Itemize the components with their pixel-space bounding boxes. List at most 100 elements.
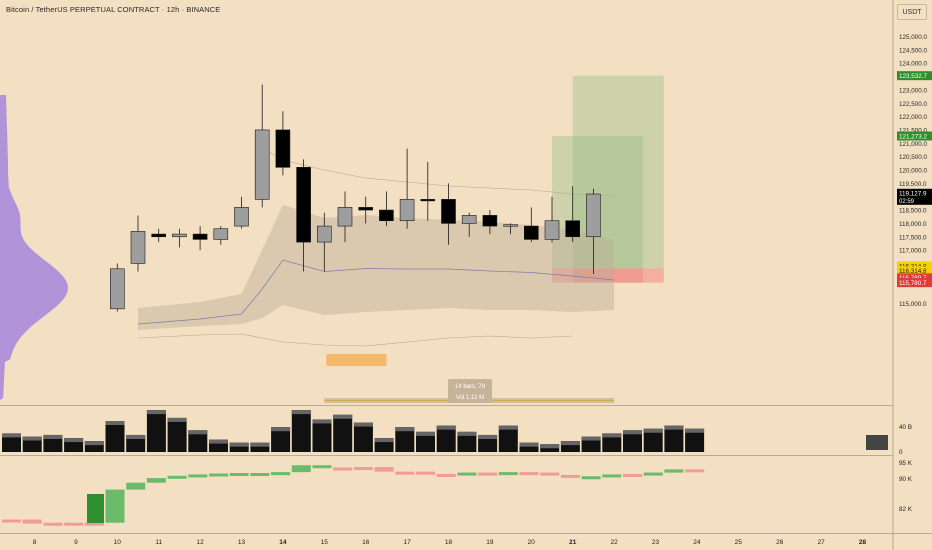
time-tick-label: 21	[569, 539, 577, 546]
oscillator-bar	[126, 482, 146, 490]
price-tag-entry	[897, 266, 932, 276]
price-tick-label: 120,500.0	[899, 154, 928, 161]
time-tick-label: 9	[74, 539, 78, 546]
oscillator-bar	[105, 489, 125, 523]
oscillator-bar	[333, 467, 353, 471]
volume-bar-cap	[84, 441, 104, 446]
volume-bar	[167, 417, 187, 452]
time-tick-label: 15	[321, 539, 329, 546]
volume-bar	[126, 434, 146, 452]
price-tick-label: 118,500.0	[899, 208, 927, 215]
volume-bar-cap	[436, 425, 456, 430]
price-tick-label: 122,000.0	[899, 114, 928, 121]
candle-body	[420, 199, 436, 202]
price-tick-label: 121,500.0	[899, 127, 928, 134]
range-label-box	[448, 379, 492, 403]
volume-bar	[519, 442, 539, 452]
candle-body	[565, 220, 581, 238]
volume-bar-cap	[126, 434, 146, 439]
volume-bar	[271, 427, 291, 452]
oscillator-bar	[250, 473, 270, 477]
time-tick-label: 18	[445, 539, 453, 546]
volume-bar-cap	[374, 438, 394, 443]
volume-bar-cap	[291, 410, 311, 415]
oscillator-bar	[22, 519, 42, 524]
volume-bar-cap	[540, 444, 560, 449]
volume-bar	[643, 428, 663, 452]
volume-bar	[105, 421, 125, 452]
volume-bar	[457, 431, 477, 452]
oscillator-bar	[291, 465, 311, 473]
volume-bar-cap	[416, 431, 435, 436]
oscillator-bar	[623, 473, 642, 477]
oscillator-bar	[436, 473, 456, 477]
volume-bar	[84, 441, 104, 452]
price-tick-label: 123,000.0	[899, 87, 928, 94]
volume-bar-cap	[519, 442, 539, 447]
volume-bar-cap	[478, 434, 498, 439]
time-tick-label: 12	[196, 539, 204, 546]
oscillator-bar	[209, 473, 228, 477]
time-tick-label: 28	[859, 539, 867, 546]
oscillator-bar	[353, 467, 373, 471]
oscillator-bar	[64, 522, 84, 526]
oscillator-bar	[664, 469, 684, 473]
time-tick-label: 27	[817, 539, 825, 546]
oscillator-bar	[519, 472, 539, 476]
volume-bar-cap	[22, 436, 42, 441]
volume-bar-cap	[250, 442, 270, 447]
volume-bar	[498, 425, 518, 452]
oscillator-tick-label: 95 K	[899, 460, 913, 467]
oscillator-bar	[2, 519, 21, 523]
price-tag-tp	[897, 71, 932, 81]
volume-bar-cap	[581, 436, 601, 441]
oscillator-bar	[229, 473, 249, 477]
price-tag-label: 115,780.7	[899, 280, 927, 287]
volume-bar-cap	[685, 428, 705, 433]
oscillator-tick-label: 90 K	[899, 476, 913, 483]
oscillator-bar	[581, 476, 601, 480]
candle-body	[213, 228, 229, 240]
volume-bar-cap	[188, 430, 208, 435]
candle-body	[192, 233, 208, 240]
volume-bar	[229, 442, 249, 452]
time-tick-label: 10	[114, 539, 122, 546]
volume-profile	[0, 95, 68, 400]
candle-body	[441, 199, 456, 224]
currency-selector[interactable]: USDT	[897, 4, 927, 20]
time-tick-label: 26	[776, 539, 784, 546]
price-tick-label: 117,500.0	[899, 234, 927, 241]
oscillator-bar	[167, 475, 187, 479]
range-label-bars: 14 bars, 7d	[455, 384, 485, 390]
oscillator-bar	[602, 474, 622, 478]
price-tick-label: 124,000.0	[899, 61, 928, 68]
volume-bar-cap	[498, 425, 518, 430]
candle-body	[358, 207, 374, 211]
price-tick-label: 122,500.0	[899, 101, 928, 108]
oscillator-tick-label: 82 K	[899, 506, 913, 513]
price-tick-label: 124,500.0	[899, 47, 928, 54]
volume-last-bar	[866, 435, 888, 450]
volume-bar-cap	[105, 421, 125, 425]
volume-bar-cap	[209, 439, 228, 444]
candle-body	[130, 231, 146, 264]
volume-bar	[43, 434, 63, 452]
price-tick-label: 119,500.0	[899, 181, 927, 188]
price-tag-last	[897, 188, 932, 205]
time-tick-label: 8	[33, 539, 37, 546]
volume-bar-cap	[43, 434, 63, 439]
oscillator-bar	[643, 472, 663, 476]
volume-bar-cap	[457, 431, 477, 436]
candle-body	[151, 233, 166, 238]
volume-bar-cap	[333, 414, 353, 419]
volume-bar	[291, 410, 311, 452]
oscillator-bar	[457, 472, 477, 476]
volume-tick-label: 0	[899, 449, 903, 456]
stop-zone	[552, 268, 644, 283]
price-tag-tp	[897, 131, 932, 141]
time-tick-label: 13	[238, 539, 246, 546]
oscillator-bar	[312, 465, 332, 469]
candle-body	[275, 129, 291, 168]
candle-body	[110, 268, 125, 310]
